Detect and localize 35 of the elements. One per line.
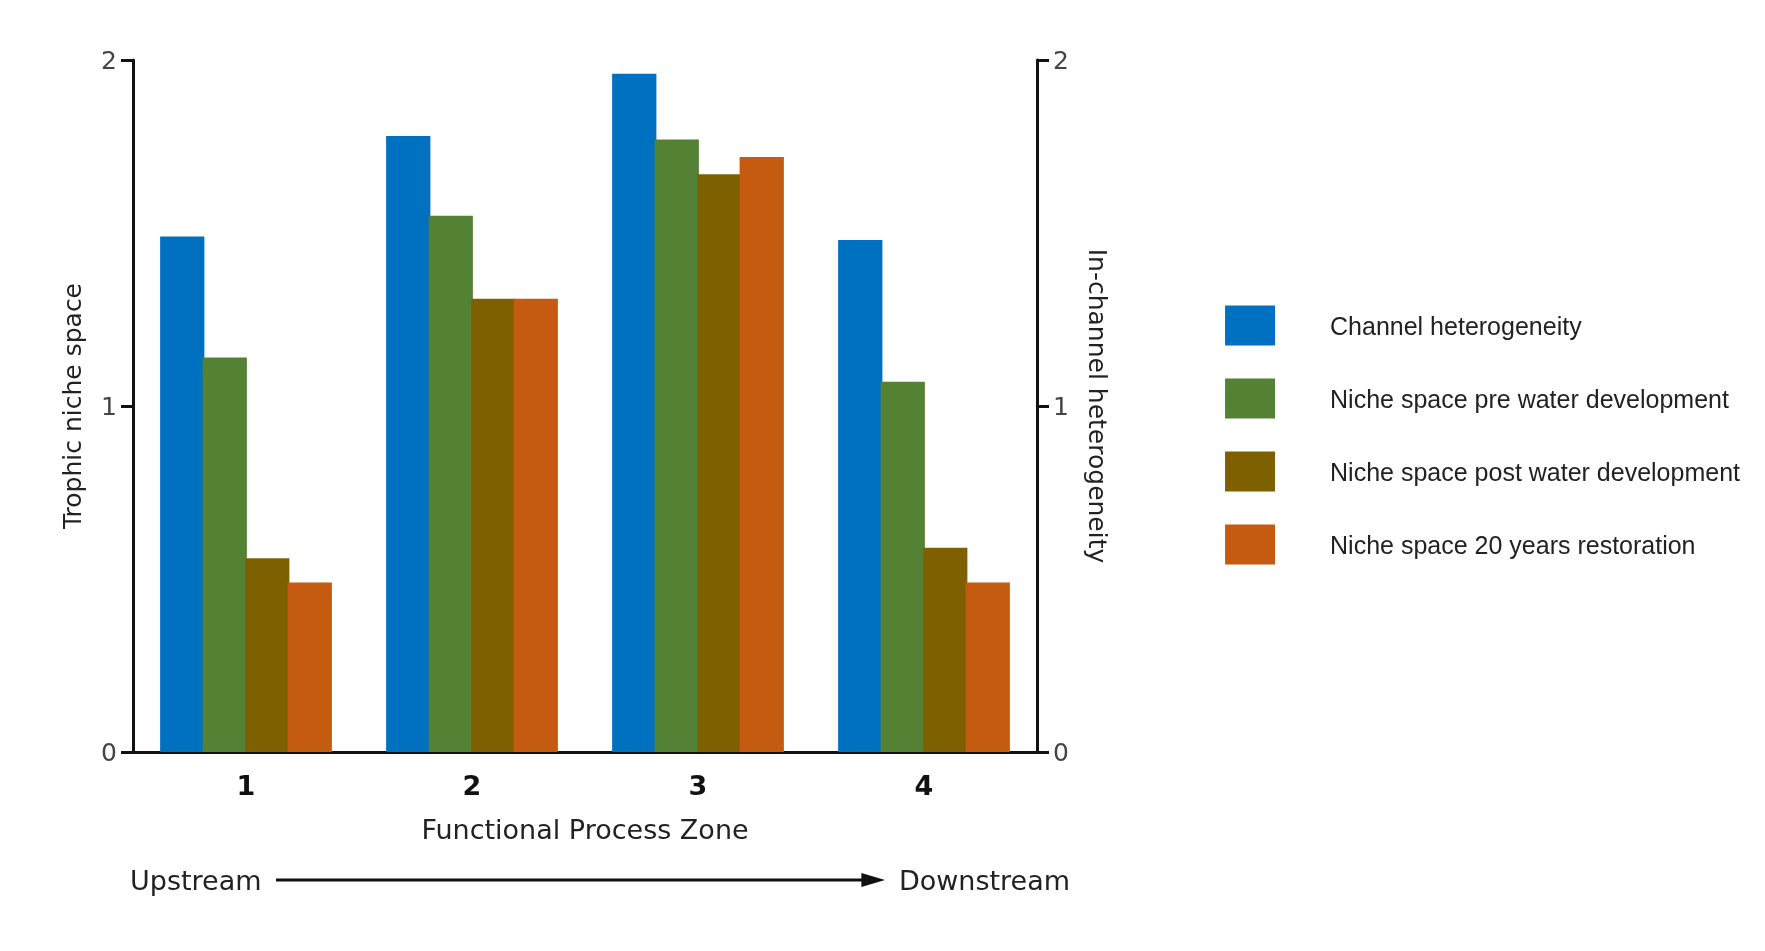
bar bbox=[965, 582, 1010, 752]
y2-tick-label: 2 bbox=[1053, 45, 1069, 75]
bar bbox=[612, 73, 657, 752]
bar bbox=[880, 381, 925, 752]
y-tick-label: 1 bbox=[101, 391, 117, 421]
bar bbox=[838, 239, 883, 752]
y-axis-title: Trophic niche space bbox=[58, 282, 87, 531]
bar bbox=[697, 174, 742, 752]
x-tick-label: 3 bbox=[688, 770, 708, 801]
bar bbox=[160, 236, 205, 752]
bar bbox=[428, 215, 473, 752]
bar bbox=[471, 298, 516, 752]
legend-label: Channel heterogeneity bbox=[1330, 311, 1583, 340]
bar bbox=[287, 582, 332, 752]
bar bbox=[739, 156, 784, 752]
x-axis-title: Functional Process Zone bbox=[421, 814, 749, 845]
y-tick-label: 2 bbox=[101, 45, 117, 75]
legend-label: Niche space post water development bbox=[1330, 457, 1741, 486]
text: Upstream bbox=[130, 864, 262, 896]
y2-axis-title: In-channel heterogeneity bbox=[1083, 248, 1112, 564]
bar bbox=[202, 357, 247, 752]
y2-tick-label: 0 bbox=[1053, 737, 1069, 767]
bar bbox=[386, 136, 431, 752]
y2-tick-label: 1 bbox=[1053, 391, 1069, 421]
legend-label: Niche space 20 years restoration bbox=[1330, 530, 1696, 559]
text: Downstream bbox=[898, 864, 1070, 896]
legend-label: Niche space pre water development bbox=[1330, 384, 1729, 413]
bar bbox=[513, 298, 558, 752]
x-tick-label: 4 bbox=[914, 770, 934, 801]
x-tick-label: 1 bbox=[236, 770, 256, 801]
x-tick-label: 2 bbox=[462, 770, 482, 801]
bar bbox=[923, 547, 968, 752]
bar bbox=[654, 139, 699, 752]
bar bbox=[245, 558, 290, 752]
y-tick-label: 0 bbox=[101, 737, 117, 767]
